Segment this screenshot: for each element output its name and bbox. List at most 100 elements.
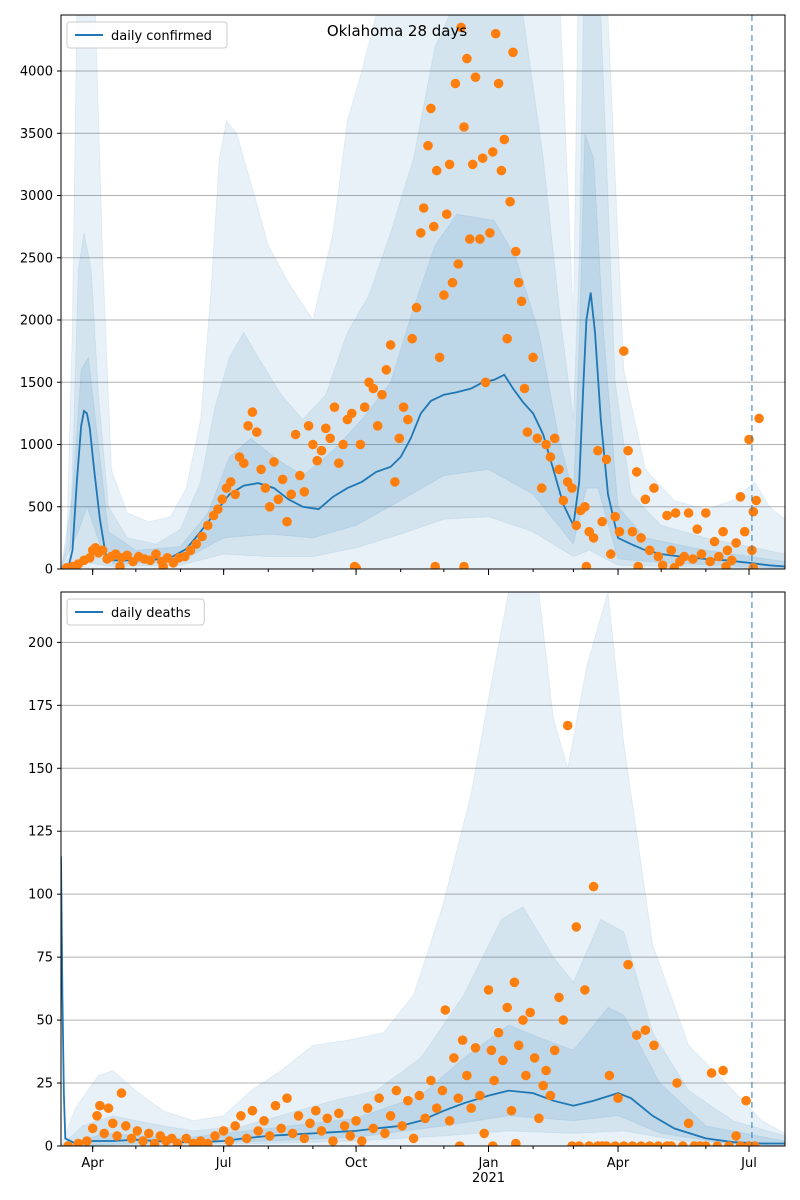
data-point — [149, 1138, 160, 1146]
data-point — [385, 1111, 396, 1121]
data-point — [308, 439, 318, 450]
data-point — [571, 520, 582, 531]
data-point — [470, 72, 481, 82]
data-point — [627, 526, 638, 537]
data-point — [385, 340, 396, 350]
data-point — [239, 458, 249, 469]
y-tick-label: 3500 — [20, 127, 53, 142]
plot-frame — [60, 591, 786, 1147]
data-point — [633, 561, 643, 569]
data-point — [678, 1141, 688, 1146]
x-tick-label: Apr — [81, 1156, 104, 1171]
data-point — [99, 1128, 109, 1139]
data-point — [398, 402, 409, 413]
data-point — [506, 1105, 517, 1116]
data-point — [293, 1111, 304, 1121]
y-tick-label: 50 — [36, 1014, 53, 1029]
data-point — [513, 277, 524, 288]
x-tick-label: Jul — [215, 1156, 232, 1171]
data-point — [334, 1108, 344, 1119]
y-tick-label: 125 — [28, 825, 53, 840]
data-point — [516, 296, 527, 307]
data-point — [623, 959, 633, 970]
data-point — [525, 1007, 535, 1018]
data-point — [601, 454, 612, 465]
data-point — [430, 561, 440, 569]
data-point — [683, 1118, 694, 1129]
data-point — [224, 1136, 235, 1146]
data-point — [459, 122, 469, 132]
data-point — [465, 234, 475, 244]
data-point — [518, 1015, 528, 1025]
data-point — [270, 1100, 281, 1111]
data-point — [529, 1053, 540, 1063]
data-point — [408, 1133, 419, 1144]
plot-frame — [60, 14, 786, 570]
data-point — [486, 1045, 497, 1056]
data-point — [351, 1116, 361, 1126]
data-point — [328, 1136, 338, 1146]
data-point — [644, 1141, 655, 1146]
data-point — [181, 1133, 191, 1144]
data-point — [434, 352, 445, 363]
data-point — [282, 516, 292, 527]
data-point — [217, 494, 227, 505]
data-point — [644, 545, 655, 556]
data-point — [584, 1141, 594, 1146]
data-point — [188, 1138, 199, 1146]
data-point — [454, 1141, 465, 1146]
data-point — [372, 421, 383, 431]
legend: daily confirmed — [66, 21, 228, 49]
data-point — [286, 489, 297, 500]
y-tick-label: 150 — [28, 762, 53, 777]
data-point — [97, 545, 108, 556]
data-point — [532, 433, 543, 444]
data-point — [276, 1123, 287, 1134]
data-point — [121, 1121, 131, 1131]
data-point — [666, 545, 677, 556]
data-point — [226, 477, 236, 487]
data-point — [325, 433, 336, 444]
data-point — [640, 1025, 651, 1035]
x-year-label: 2021 — [472, 1171, 505, 1186]
data-point — [456, 22, 466, 33]
data-point — [493, 1027, 504, 1038]
data-point — [95, 1100, 105, 1111]
data-point — [236, 1111, 246, 1121]
data-point — [593, 1141, 603, 1146]
data-point — [619, 1141, 629, 1146]
data-point — [426, 1075, 436, 1086]
data-point — [431, 165, 442, 176]
data-point — [210, 1131, 220, 1141]
data-point — [311, 1105, 321, 1116]
data-point — [459, 561, 469, 569]
data-point — [649, 1040, 659, 1051]
data-point — [303, 421, 314, 431]
data-point — [731, 538, 741, 548]
data-point — [437, 1085, 448, 1096]
data-point — [362, 1103, 373, 1113]
data-point — [230, 1121, 240, 1131]
data-point — [657, 560, 668, 569]
data-point — [688, 554, 698, 564]
data-point — [606, 549, 616, 559]
data-point — [256, 464, 266, 475]
data-point — [260, 483, 271, 493]
data-point — [390, 477, 400, 487]
data-point — [380, 1128, 390, 1139]
data-point — [92, 1111, 102, 1121]
data-point — [541, 439, 551, 450]
data-point — [449, 1053, 459, 1063]
data-point — [519, 383, 530, 394]
data-point — [145, 555, 155, 566]
y-tick-label: 0 — [45, 1140, 53, 1155]
data-point — [718, 526, 728, 537]
data-point — [477, 153, 488, 163]
data-point — [502, 1002, 512, 1013]
data-point — [721, 561, 731, 569]
data-point — [653, 551, 664, 562]
data-point — [581, 561, 592, 569]
data-point — [122, 550, 132, 561]
data-point — [601, 1141, 612, 1146]
data-point — [714, 551, 724, 562]
